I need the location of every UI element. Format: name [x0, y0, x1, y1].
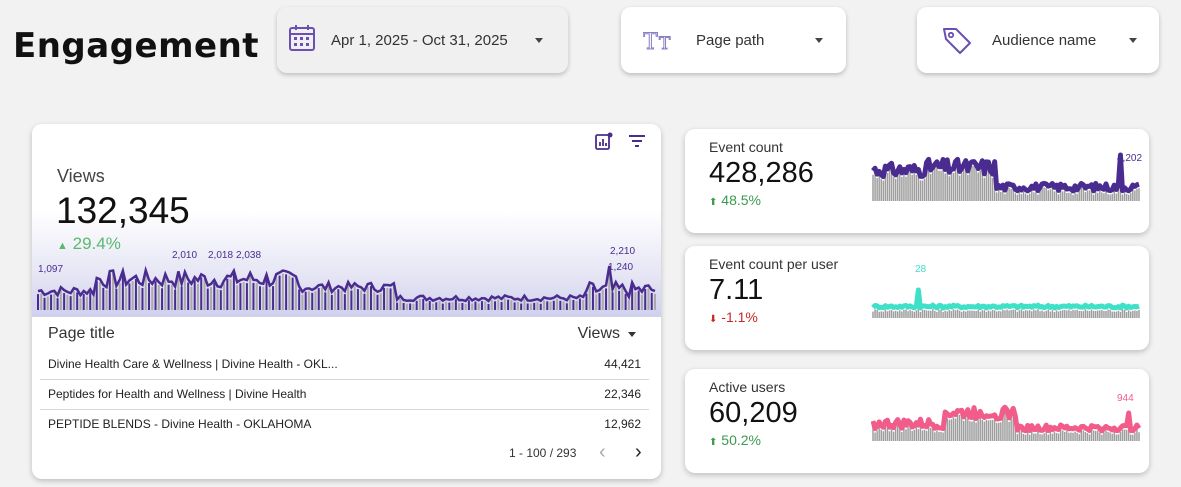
sparkline-data-label: 944	[1117, 393, 1134, 404]
table-row[interactable]: Peptides for Health and Wellness | Divin…	[40, 379, 649, 410]
sparkline-data-label: 1,240	[608, 262, 633, 273]
kpi-value: 60,209	[709, 397, 798, 429]
sparkline-data-label: 2,018	[208, 250, 233, 261]
arrow-up-icon: ⬆	[709, 437, 718, 448]
kpi-value: 428,286	[709, 157, 814, 189]
row-views: 12,962	[604, 417, 641, 431]
kpi-delta-value: 50.2%	[721, 432, 761, 448]
kpi-card-active-users: Active users 60,209 ⬆ 50.2% 944	[685, 369, 1149, 473]
event-count-per-user-sparkline: 28	[871, 264, 1140, 318]
views-delta: ▲ 29.4%	[57, 234, 121, 254]
arrow-down-icon: ⬇	[709, 314, 718, 325]
sparkline-data-label: 1,097	[38, 264, 63, 275]
sparkline-data-label: 2,010	[172, 250, 197, 261]
previous-page-button[interactable]: ‹	[599, 441, 606, 463]
page-path-filter[interactable]: T T Page path	[621, 7, 846, 73]
row-views: 22,346	[604, 387, 641, 401]
arrow-up-icon: ▲	[57, 240, 68, 252]
row-views: 44,421	[604, 357, 641, 371]
views-sparkline: 1,097 2,010 2,018 2,038 2,210 1,240	[37, 246, 656, 310]
column-views[interactable]: Views	[577, 325, 620, 342]
audience-label: Audience name	[992, 32, 1097, 49]
kpi-delta-value: -1.1%	[721, 309, 758, 325]
column-page-title[interactable]: Page title	[48, 325, 115, 342]
kpi-label: Event count	[709, 139, 783, 155]
svg-text:T: T	[659, 34, 671, 53]
chart-settings-icon[interactable]	[594, 131, 614, 151]
table-header: Page title Views	[48, 325, 648, 347]
event-count-sparkline: 4,202	[871, 152, 1142, 201]
page-title: Engagement	[13, 26, 260, 66]
kpi-delta: ⬆ 50.2%	[709, 432, 761, 448]
arrow-up-icon: ⬆	[709, 197, 718, 208]
table-row[interactable]: Divine Health Care & Wellness | Divine H…	[40, 349, 649, 380]
views-label: Views	[57, 166, 105, 186]
kpi-delta: ⬆ 48.5%	[709, 192, 761, 208]
page-path-label: Page path	[696, 32, 765, 49]
sparkline-data-label: 2,210	[610, 246, 635, 257]
kpi-label: Active users	[709, 379, 786, 395]
sparkline-data-label: 2,038	[236, 250, 261, 261]
row-page-title: Divine Health Care & Wellness | Divine H…	[48, 357, 338, 371]
views-delta-value: 29.4%	[72, 234, 121, 253]
table-row[interactable]: PEPTIDE BLENDS - Divine Health - OKLAHOM…	[40, 409, 649, 439]
kpi-delta: ⬇ -1.1%	[709, 309, 758, 325]
pagination-label: 1 - 100 / 293	[509, 446, 577, 460]
row-page-title: PEPTIDE BLENDS - Divine Health - OKLAHOM…	[48, 417, 312, 431]
text-field-icon: T T	[643, 30, 672, 54]
date-range-filter[interactable]: Apr 1, 2025 - Oct 31, 2025	[277, 7, 568, 73]
active-users-sparkline: 944	[871, 393, 1142, 441]
kpi-card-event-count: Event count 428,286 ⬆ 48.5% 4,202	[685, 129, 1149, 233]
audience-filter[interactable]: Audience name	[917, 7, 1159, 73]
kpi-delta-value: 48.5%	[721, 192, 761, 208]
tag-icon	[943, 28, 971, 54]
kpi-value: 7.11	[709, 274, 764, 306]
date-range-label: Apr 1, 2025 - Oct 31, 2025	[331, 32, 508, 49]
sparkline-data-label: 4,202	[1117, 153, 1142, 164]
kpi-card-event-count-per-user: Event count per user 7.11 ⬇ -1.1% 28	[685, 246, 1149, 350]
row-page-title: Peptides for Health and Wellness | Divin…	[48, 387, 307, 401]
svg-text:T: T	[643, 30, 658, 53]
sort-desc-icon[interactable]	[628, 332, 636, 337]
views-value: 132,345	[56, 190, 190, 231]
chevron-down-icon	[535, 38, 543, 43]
next-page-button[interactable]: ›	[635, 441, 642, 463]
chevron-down-icon	[1129, 38, 1137, 43]
calendar-icon	[289, 25, 315, 51]
sparkline-data-label: 28	[915, 264, 927, 275]
kpi-label: Event count per user	[709, 256, 839, 272]
views-card: Views 132,345 ▲ 29.4% 1,097 2,010 2,018 2,0…	[32, 124, 661, 479]
filter-icon[interactable]	[627, 131, 647, 151]
chevron-down-icon	[815, 38, 823, 43]
